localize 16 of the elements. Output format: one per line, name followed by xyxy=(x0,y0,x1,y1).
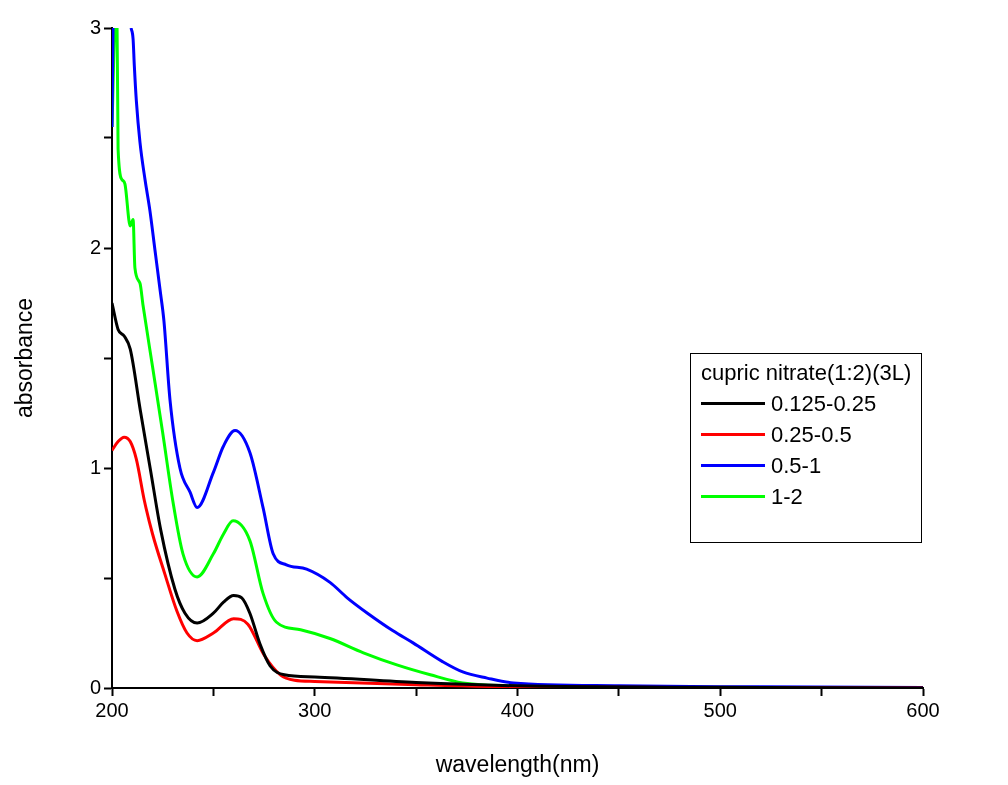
legend-label: 0.25-0.5 xyxy=(771,421,852,448)
x-tick-label: 200 xyxy=(95,698,129,721)
y-axis-title: absorbance xyxy=(11,297,38,419)
legend-label: 0.125-0.25 xyxy=(771,390,877,417)
x-tick-label: 400 xyxy=(500,698,535,721)
x-tick-label: 300 xyxy=(298,698,332,721)
y-tick-label: 2 xyxy=(89,235,101,258)
y-tick-label: 0 xyxy=(89,675,101,698)
x-tick-label: 600 xyxy=(906,698,940,721)
x-axis-title: wavelength(nm) xyxy=(434,750,600,777)
y-tick-label: 1 xyxy=(89,455,101,478)
legend-label: 0.5-1 xyxy=(771,452,822,479)
legend-label: 1-2 xyxy=(771,483,803,510)
legend-title: cupric nitrate(1:2)(3L) xyxy=(701,360,912,386)
y-tick-label: 3 xyxy=(89,15,101,38)
x-tick-label: 500 xyxy=(703,698,737,721)
